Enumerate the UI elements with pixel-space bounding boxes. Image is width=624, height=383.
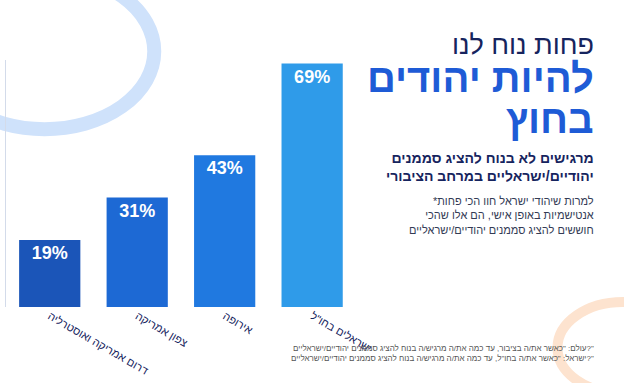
svg-text:43%: 43% <box>207 158 243 178</box>
svg-text:בחוץ: בחוץ <box>506 97 594 141</box>
svg-text:דרום אמריקה ואוסטרליה: דרום אמריקה ואוסטרליה <box>46 310 150 377</box>
svg-text:צפון אמריקה: צפון אמריקה <box>133 310 189 349</box>
svg-text:*למרות שיהודי ישראל חוו הכי פח: *למרות שיהודי ישראל חוו הכי פחותאנטישמיו… <box>409 195 594 236</box>
svg-text:69%: 69% <box>294 67 330 87</box>
svg-text:עולם: "כאשר את/ה בציבור, עד כמ: עולם: "כאשר את/ה בציבור, עד כמה את/ה מרג… <box>291 344 594 363</box>
svg-text:מרגישים לא בנוח להציג סממניםיה: מרגישים לא בנוח להציג סממניםיהודיים/ישרא… <box>386 150 594 184</box>
svg-text:פחות נוח לנו: פחות נוח לנו <box>452 30 594 60</box>
svg-text:19%: 19% <box>32 243 68 263</box>
svg-text:31%: 31% <box>119 201 155 221</box>
svg-text:ישראלים בחו"ל: ישראלים בחו"ל <box>308 310 374 355</box>
svg-text:להיות יהודים: להיות יהודים <box>367 56 594 100</box>
svg-text:אירופה: אירופה <box>221 310 255 337</box>
